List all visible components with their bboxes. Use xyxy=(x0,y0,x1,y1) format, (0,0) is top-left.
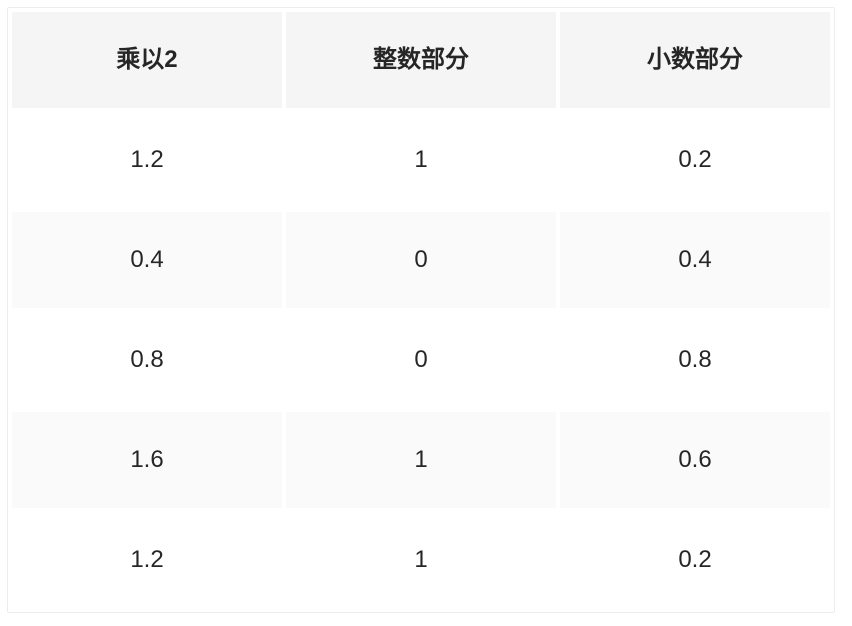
table-cell: 0.8 xyxy=(560,312,830,408)
table-card: 乘以2 整数部分 小数部分 1.2 1 0.2 0.4 0 0.4 0.8 0 … xyxy=(7,7,835,613)
table-cell: 1.2 xyxy=(12,512,282,608)
table-cell: 1.6 xyxy=(12,412,282,508)
column-header-integer-part: 整数部分 xyxy=(286,12,556,108)
conversion-table: 乘以2 整数部分 小数部分 1.2 1 0.2 0.4 0 0.4 0.8 0 … xyxy=(8,8,834,612)
table-cell: 1 xyxy=(286,112,556,208)
table-cell: 1.2 xyxy=(12,112,282,208)
table-row: 1.2 1 0.2 xyxy=(12,112,830,208)
table-cell: 0 xyxy=(286,212,556,308)
table-cell: 0.4 xyxy=(12,212,282,308)
table-row: 0.4 0 0.4 xyxy=(12,212,830,308)
table-cell: 0.2 xyxy=(560,112,830,208)
table-cell: 0.6 xyxy=(560,412,830,508)
table-cell: 0.4 xyxy=(560,212,830,308)
table-row: 1.2 1 0.2 xyxy=(12,512,830,608)
table-cell: 0.8 xyxy=(12,312,282,408)
table-cell: 0 xyxy=(286,312,556,408)
column-header-fraction-part: 小数部分 xyxy=(560,12,830,108)
table-cell: 0.2 xyxy=(560,512,830,608)
table-cell: 1 xyxy=(286,412,556,508)
column-header-multiply-by-2: 乘以2 xyxy=(12,12,282,108)
table-row: 1.6 1 0.6 xyxy=(12,412,830,508)
table-row: 0.8 0 0.8 xyxy=(12,312,830,408)
table-header-row: 乘以2 整数部分 小数部分 xyxy=(12,12,830,108)
table-cell: 1 xyxy=(286,512,556,608)
